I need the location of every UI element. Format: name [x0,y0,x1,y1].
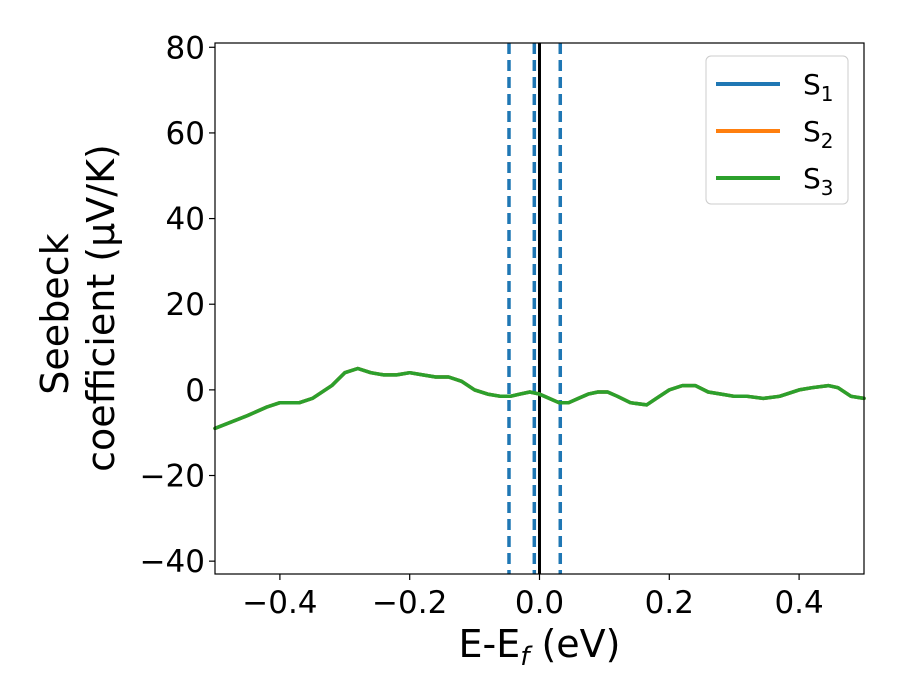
y-axis-label-line1: Seebeck [33,233,77,394]
x-tick-label: 0.2 [645,585,694,621]
reference-lines [507,43,563,574]
x-axis-label: E-Ef (eV) [459,622,621,672]
legend: S1 S2 S3 [705,55,849,205]
x-tick-label: 0.0 [515,585,564,621]
y-tick-label: 60 [166,116,205,152]
x-tick-label: 0.4 [774,585,823,621]
legend-label-s3: S3 [803,162,834,200]
y-tick-label: −20 [140,459,205,495]
series-line-s3 [213,366,866,431]
y-tick-label: 0 [185,373,205,409]
x-axis-label-unit: (eV) [529,622,620,666]
series-lines [213,366,866,431]
y-tick-label: 80 [166,30,205,66]
legend-label-s1: S1 [803,68,834,106]
y-tick-label: −40 [140,544,205,580]
x-axis-label-main: E-E [459,622,521,666]
x-axis-ticks: −0.4 −0.2 0.0 0.2 0.4 [242,574,824,621]
x-tick-label: −0.2 [372,585,447,621]
y-tick-label: 40 [166,202,205,238]
y-axis-label: Seebeck coefficient (μV/K) [33,144,123,472]
y-axis-ticks: −40 −20 0 20 40 60 80 [140,30,215,580]
y-tick-label: 20 [166,287,205,323]
y-axis-label-line2: coefficient (μV/K) [79,144,123,472]
legend-label-s2: S2 [803,115,834,153]
x-tick-label: −0.4 [242,585,317,621]
